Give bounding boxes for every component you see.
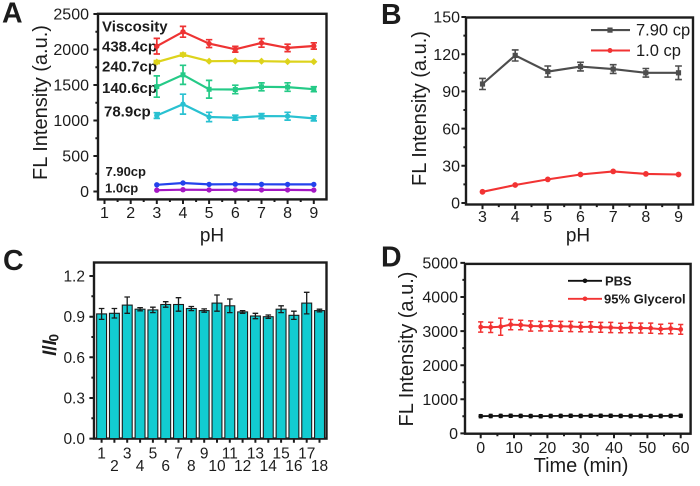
svg-text:14: 14 (260, 458, 278, 475)
svg-text:17: 17 (298, 446, 315, 463)
svg-text:120: 120 (433, 47, 460, 64)
svg-text:2: 2 (110, 458, 119, 475)
svg-text:1.0 cp: 1.0 cp (636, 42, 681, 60)
svg-text:3000: 3000 (422, 324, 458, 341)
svg-text:1000: 1000 (53, 113, 89, 130)
svg-text:8: 8 (641, 209, 650, 226)
svg-text:11: 11 (222, 446, 238, 463)
svg-text:0.0: 0.0 (63, 431, 85, 448)
svg-text:9: 9 (200, 446, 209, 463)
svg-text:5: 5 (205, 205, 214, 222)
svg-text:0: 0 (80, 184, 89, 201)
svg-text:0.3: 0.3 (63, 390, 85, 407)
svg-text:8: 8 (283, 205, 292, 222)
svg-text:Viscosity: Viscosity (102, 19, 168, 36)
svg-text:7.90cp: 7.90cp (106, 164, 147, 179)
svg-text:1500: 1500 (53, 78, 89, 95)
svg-text:7: 7 (257, 205, 266, 222)
svg-text:95% Glycerol: 95% Glycerol (604, 291, 686, 306)
svg-text:5: 5 (543, 209, 552, 226)
svg-text:30: 30 (572, 440, 590, 457)
svg-text:13: 13 (247, 446, 264, 463)
svg-text:pH: pH (566, 226, 590, 247)
svg-text:3: 3 (123, 446, 132, 463)
svg-text:1: 1 (97, 446, 106, 463)
svg-text:0: 0 (449, 426, 458, 443)
svg-text:15: 15 (272, 446, 289, 463)
svg-text:6: 6 (231, 205, 240, 222)
svg-text:4: 4 (511, 209, 520, 226)
svg-text:C: C (3, 245, 24, 277)
svg-text:0: 0 (451, 196, 460, 213)
svg-text:FL Intensity (a.u.): FL Intensity (a.u.) (409, 31, 431, 186)
svg-text:2000: 2000 (422, 358, 458, 375)
svg-text:8: 8 (187, 458, 196, 475)
svg-text:FL Intensity (a.u.): FL Intensity (a.u.) (396, 272, 418, 427)
svg-text:20: 20 (538, 440, 556, 457)
svg-text:5000: 5000 (422, 256, 458, 273)
svg-text:140.6cp: 140.6cp (102, 80, 157, 97)
svg-text:60: 60 (442, 121, 460, 138)
svg-text:18: 18 (311, 458, 328, 475)
svg-text:438.4cp: 438.4cp (102, 39, 157, 56)
svg-text:40: 40 (605, 440, 623, 457)
svg-text:1000: 1000 (422, 392, 458, 409)
svg-text:2: 2 (126, 205, 135, 222)
svg-text:10: 10 (208, 458, 226, 475)
svg-text:0.9: 0.9 (63, 309, 85, 326)
svg-text:50: 50 (638, 440, 656, 457)
svg-text:30: 30 (442, 159, 460, 176)
svg-text:6: 6 (161, 458, 170, 475)
svg-text:1.2: 1.2 (63, 269, 85, 286)
svg-text:7: 7 (609, 209, 618, 226)
svg-text:10: 10 (505, 440, 523, 457)
svg-text:4000: 4000 (422, 290, 458, 307)
svg-text:12: 12 (234, 458, 251, 475)
svg-text:2000: 2000 (53, 42, 89, 59)
svg-text:PBS: PBS (605, 273, 632, 288)
svg-text:4: 4 (136, 458, 145, 475)
svg-text:0: 0 (47, 334, 62, 342)
svg-text:500: 500 (62, 149, 89, 166)
svg-text:2500: 2500 (53, 7, 89, 24)
svg-text:D: D (381, 241, 402, 273)
svg-text:78.9cp: 78.9cp (104, 104, 151, 121)
svg-text:1.0cp: 1.0cp (105, 180, 138, 195)
svg-text:3: 3 (478, 209, 487, 226)
svg-text:6: 6 (576, 209, 585, 226)
svg-text:5: 5 (149, 446, 158, 463)
svg-text:0.6: 0.6 (63, 350, 85, 367)
svg-text:I/I: I/I (40, 339, 61, 356)
svg-text:150: 150 (433, 10, 460, 27)
svg-text:pH: pH (200, 226, 224, 247)
svg-text:A: A (2, 0, 23, 29)
svg-text:FL Intensity (a.u.): FL Intensity (a.u.) (30, 25, 52, 180)
svg-text:1: 1 (100, 205, 109, 222)
svg-text:7.90 cp: 7.90 cp (636, 22, 690, 40)
svg-text:Time (min): Time (min) (534, 455, 629, 477)
svg-text:60: 60 (672, 440, 690, 457)
svg-text:240.7cp: 240.7cp (102, 59, 157, 76)
svg-text:90: 90 (442, 84, 460, 101)
svg-text:B: B (381, 0, 402, 31)
svg-text:7: 7 (174, 446, 183, 463)
svg-text:0: 0 (476, 440, 485, 457)
svg-text:4: 4 (179, 205, 188, 222)
svg-text:16: 16 (285, 458, 302, 475)
svg-text:3: 3 (152, 205, 161, 222)
svg-text:9: 9 (309, 205, 318, 222)
svg-text:9: 9 (674, 209, 683, 226)
